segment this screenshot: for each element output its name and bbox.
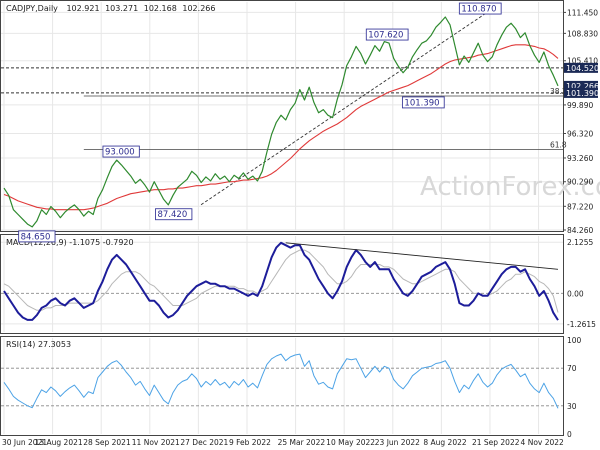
trend-line (200, 13, 486, 206)
rsi-layer (1, 353, 563, 409)
x-tick-label: 10 May 2022 (326, 438, 375, 447)
price-callout-label: 107.620 (368, 31, 403, 41)
x-tick-label: 23 Jun 2022 (375, 438, 420, 447)
rsi-tick-label: 100 (567, 336, 582, 345)
price-callout-box (102, 145, 140, 158)
price-box-label: 102.266 (566, 82, 599, 91)
rsi-title: RSI(14) 27.3053 (6, 340, 71, 349)
fib-label: 38.2 (550, 87, 567, 96)
fib-label: 61.8 (550, 141, 567, 150)
macd-title: MACD(12,26,9) -1.1075 -0.7920 (6, 238, 134, 247)
price-callout-box (458, 2, 502, 15)
price-callout-label: 87.420 (158, 210, 188, 220)
x-tick-label: 30 Jun 2021 (2, 438, 47, 447)
price-callout-box (365, 28, 409, 41)
price-title: CADJPY,Daily 102.921 103.271 102.168 102… (6, 4, 215, 13)
x-tick-label: 8 Aug 2022 (423, 438, 466, 447)
y-tick-label: 96.320 (567, 129, 593, 138)
price-box-label: 101.390 (566, 89, 599, 98)
y-tick-label: 99.890 (567, 101, 593, 110)
y-tick-label: 105.410 (567, 57, 598, 66)
macd-tick-label: -1.2615 (567, 320, 596, 329)
macd-panel (0, 234, 564, 334)
price-callout-label: 84.650 (21, 232, 51, 242)
y-tick-label: 111.450 (567, 8, 598, 17)
macd-signal-line (3, 249, 559, 313)
rsi-line (3, 353, 559, 409)
rsi-tick-label: 30 (567, 402, 577, 411)
macd-tick-label: 0.00 (567, 289, 584, 298)
price-line (3, 16, 559, 228)
rsi-tick-label: 70 (567, 364, 577, 373)
x-tick-label: 25 Mar 2022 (278, 438, 326, 447)
price-box-label: 104.520 (566, 64, 599, 73)
macd-layer (3, 241, 559, 321)
x-tick-label: 9 Feb 2022 (229, 438, 271, 447)
macd-line (3, 241, 559, 321)
price-callout-box (401, 96, 445, 109)
y-tick-label: 93.260 (567, 154, 593, 163)
x-tick-label: 13 Aug 2021 (35, 438, 83, 447)
y-tick-label: 84.260 (567, 226, 593, 235)
x-tick-label: 21 Sep 2022 (472, 438, 520, 447)
x-tick-label: 28 Sep 2021 (83, 438, 131, 447)
price-box (564, 62, 598, 73)
y-tick-label: 87.220 (567, 202, 593, 211)
price-callout-box (18, 230, 56, 243)
y-tick-label: 90.290 (567, 178, 593, 187)
price-callout-label: 110.870 (461, 5, 496, 15)
x-tick-label: 27 Dec 2021 (180, 438, 228, 447)
price-layer: 38.2 61.8 84.650 93.000 87.420 107.620 101.390… (1, 2, 567, 243)
price-callout-label: 93.000 (105, 148, 135, 158)
rsi-panel (0, 336, 564, 436)
y-tick-label: 108.830 (567, 29, 598, 38)
price-box (564, 80, 598, 91)
x-tick-label: 11 Nov 2021 (132, 438, 180, 447)
price-callout-label: 101.390 (404, 98, 439, 108)
price-callout-box (155, 208, 193, 221)
price-box (564, 87, 598, 98)
x-tick-label: 4 Nov 2022 (521, 438, 564, 447)
rsi-tick-label: 0 (567, 430, 572, 439)
watermark: ActionForex.com (420, 172, 600, 202)
macd-tick-label: 2.1255 (567, 238, 593, 247)
macd-trend-line (285, 242, 559, 270)
